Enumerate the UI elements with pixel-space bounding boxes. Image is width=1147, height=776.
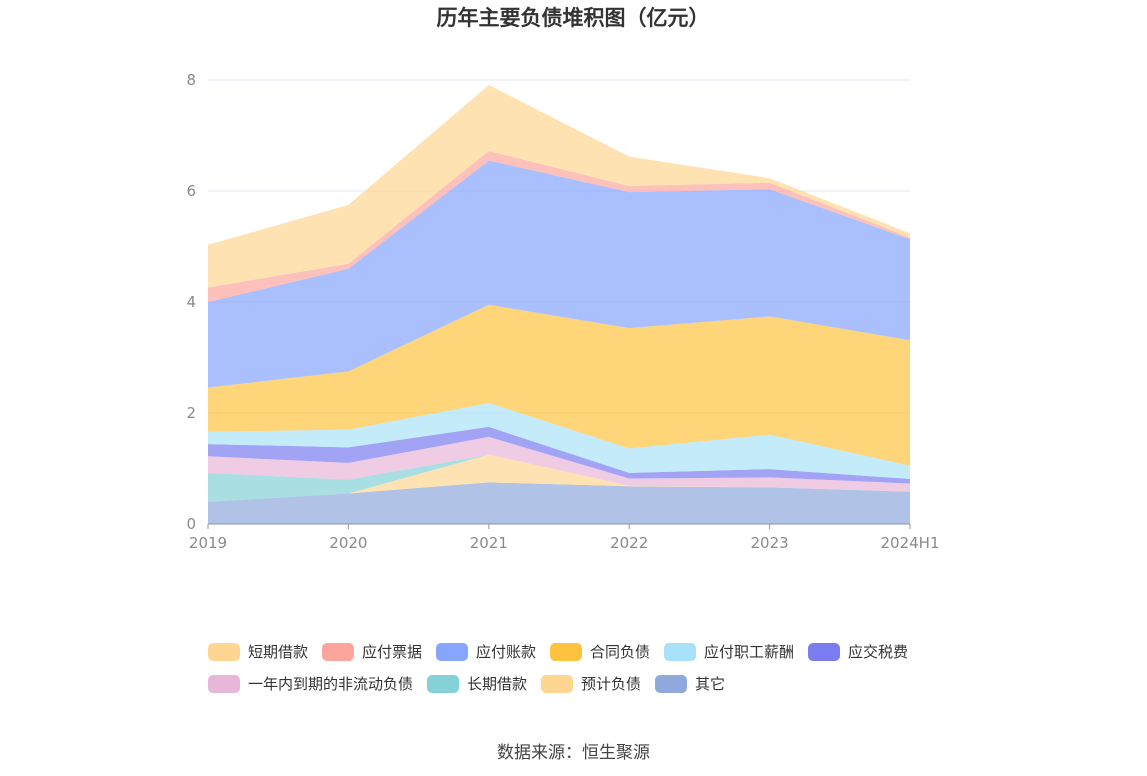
x-tick-label: 2022 [610, 534, 648, 552]
axes: 2019 2020 2021 2022 2023 2024H1 [189, 523, 940, 552]
legend-label[interactable]: 应付职工薪酬 [704, 643, 794, 661]
legend-label[interactable]: 应付账款 [476, 643, 536, 661]
x-tick-label: 2021 [470, 534, 508, 552]
x-tick-label: 2024H1 [881, 534, 940, 552]
legend-swatch[interactable] [427, 675, 460, 693]
x-tick-label: 2020 [329, 534, 367, 552]
y-tick-label: 6 [186, 182, 196, 200]
legend-label[interactable]: 合同负债 [590, 643, 650, 661]
legend-swatch[interactable] [808, 643, 841, 661]
y-tick-label: 0 [186, 515, 196, 533]
legend-label[interactable]: 应付票据 [362, 643, 422, 661]
legend-swatch[interactable] [664, 643, 697, 661]
chart-title: 历年主要负债堆积图（亿元） [437, 6, 710, 30]
legend-label[interactable]: 其它 [695, 675, 725, 693]
area-series [208, 85, 910, 524]
area-series-7 [208, 160, 910, 388]
area-series-4 [208, 426, 910, 484]
y-tick-label: 2 [186, 404, 196, 422]
area-series-8 [208, 151, 910, 302]
area-series-2 [208, 454, 910, 502]
legend-label[interactable]: 预计负债 [581, 675, 641, 693]
area-series-0 [208, 482, 910, 524]
legend-swatch[interactable] [541, 675, 574, 693]
legend-swatch[interactable] [436, 643, 469, 661]
area-series-9 [208, 85, 910, 288]
legend-swatch[interactable] [550, 643, 583, 661]
legend-swatch[interactable] [655, 675, 688, 693]
legend-swatch[interactable] [322, 643, 355, 661]
legend-label[interactable]: 长期借款 [467, 675, 527, 693]
legend-swatch[interactable] [208, 643, 240, 661]
legend-swatch[interactable] [208, 675, 240, 693]
legend-label[interactable]: 一年内到期的非流动负债 [248, 675, 413, 693]
x-tick-label: 2019 [189, 534, 227, 552]
x-tick-label: 2023 [751, 534, 789, 552]
legend-label[interactable]: 应交税费 [848, 643, 908, 661]
y-tick-label: 4 [186, 293, 196, 311]
area-series-1 [208, 454, 910, 502]
area-series-3 [208, 436, 910, 492]
y-tick-label: 8 [186, 71, 196, 89]
area-series-6 [208, 304, 910, 466]
area-series-5 [208, 403, 910, 479]
data-source-note: 数据来源：恒生聚源 [497, 743, 650, 763]
legend-label[interactable]: 短期借款 [248, 643, 308, 661]
